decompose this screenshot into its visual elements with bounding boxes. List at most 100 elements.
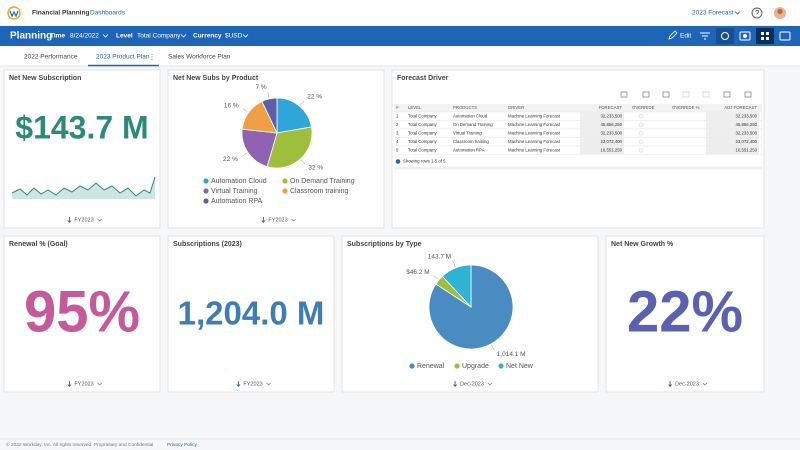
card-view-button[interactable] [779,31,791,41]
logo[interactable] [7,6,21,20]
cell: Total Company [408,113,438,118]
period-select[interactable]: FY2023 [74,381,93,387]
legend-swatch [282,188,288,194]
cell: Automation RPA [453,147,485,152]
cell: Total Company [408,122,438,127]
table-tool[interactable] [744,91,752,98]
table-tool[interactable] [642,91,650,98]
tab-active[interactable]: 2023 Product Plan [96,54,150,61]
data-label: 22 % [223,156,238,163]
chevron [734,11,741,15]
cell: 1 [396,113,399,118]
filter-button[interactable] [700,32,710,40]
cell: 4 [396,139,399,144]
grid-view-button[interactable] [756,28,774,44]
table-tool[interactable] [662,91,670,98]
legend-label: On Demand Training [290,178,355,185]
leader-line [267,91,270,98]
adj-forecast-cell [706,120,759,129]
cell: Machine Learning Forecast [508,130,561,135]
scenario-select[interactable]: 2023 Forecast [692,10,734,17]
cell: Total Company [408,147,438,152]
cell: 32,233,500 [600,113,622,118]
download-icon [236,381,241,387]
cell: 32,233,500 [735,130,757,135]
tab[interactable]: Sales Workforce Plan [168,54,231,61]
cell: 2 [396,122,399,127]
chevron [102,34,109,38]
row-count: Showing rows 1-5 of 5. [403,159,447,164]
override-input[interactable] [638,131,644,136]
override-input[interactable] [638,139,644,144]
legend-label: Classroom training [290,188,348,195]
period-select[interactable]: FY2023 [243,381,262,387]
leader-line [299,100,305,106]
override-input[interactable] [638,114,644,119]
adj-forecast-cell [706,146,759,155]
legend-label: Virtual Training [211,188,258,195]
filter-value[interactable]: $USD [225,33,243,40]
period-select[interactable]: Dec-2023 [460,381,484,387]
cell: Virtual Training [453,130,482,135]
leader-line [452,261,456,268]
tab[interactable]: 2022 Performance [24,54,78,61]
cell: Automation Cloud [453,113,488,118]
override-input[interactable] [638,122,644,127]
column-header: ADJ FORECAST [724,105,757,110]
table-tool[interactable] [620,91,628,98]
cell: 45,856,250 [600,122,622,127]
grid-icon [761,32,769,40]
table-tool[interactable] [682,91,690,98]
download-icon [261,217,266,223]
cell: 3 [396,130,399,135]
tab-bar [0,46,800,66]
chevron [97,382,102,386]
leader-line [241,152,248,157]
legend-swatch [203,188,209,194]
refresh-button[interactable] [716,28,734,44]
card-title: Forecast Driver [397,75,449,82]
cards: Net New Subscription $143.7 M FY2023 Net Ne… [3,69,765,393]
camera-button[interactable] [739,31,751,41]
toolbar-title: Planning [10,31,52,42]
legend-swatch [409,363,415,369]
period-select[interactable]: Dec-2023 [675,381,699,387]
table-tool[interactable] [702,91,710,98]
card-title: Subscriptions by Type [347,241,422,248]
filter-value[interactable]: 8/24/2022 [70,33,99,40]
period-select[interactable]: FY2023 [268,217,287,223]
kpi-value: 22% [627,279,743,344]
legend-swatch [454,363,460,369]
copyright: © 2022 Workday, Inc. All rights reserved… [6,441,153,448]
table-tool[interactable] [723,91,731,98]
scrollbar [394,166,762,170]
cell: 10,551,250 [735,147,757,152]
legend-swatch [282,178,288,184]
cell: 5 [396,147,399,152]
legend-label: Automation Cloud [211,178,267,185]
forecast-cell [580,137,624,146]
edit-button[interactable]: Edit [680,33,691,40]
help-glyph [754,9,760,15]
chevron [702,382,708,386]
avatar-face [777,8,783,15]
cell: 23,072,400 [735,139,757,144]
period-select[interactable]: FY2023 [74,217,93,223]
legend-swatch [203,198,209,204]
leader-line [433,275,439,280]
download-icon [453,381,458,387]
privacy-link[interactable]: Privacy Policy [167,442,197,448]
card-title: Net New Subs by Product [173,75,259,82]
filter-value[interactable]: Total Company [137,33,181,40]
help-icon[interactable] [751,7,763,19]
override-input[interactable] [638,148,644,153]
chevron [266,382,271,386]
column-header: LEVEL [408,105,422,110]
adj-forecast-cell [706,137,759,146]
data-label: 7 % [255,84,266,91]
kpi-value: 1,204.0 M [178,295,325,332]
cell: 45,856,250 [735,122,757,127]
dashboards-link[interactable]: Dashboards [90,10,126,17]
forecast-cell [580,112,624,121]
